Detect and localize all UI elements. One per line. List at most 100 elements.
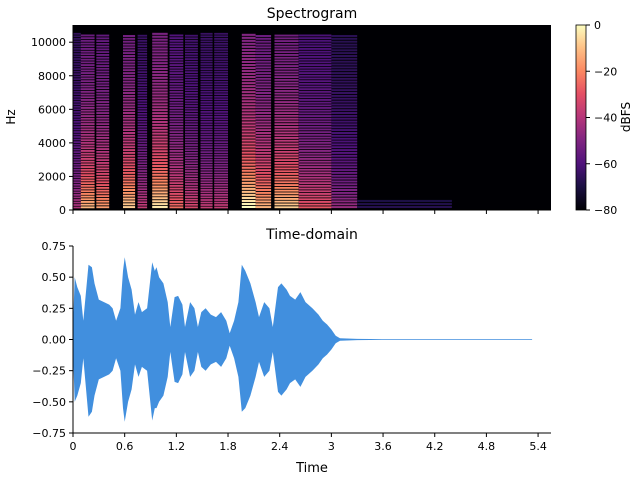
spectrogram-harmonic-3-48 [123,72,136,75]
spectrogram-harmonic-8-22 [200,153,213,156]
spectrogram-harmonic-9-4 [214,199,228,201]
spectrogram-harmonic-7-28 [185,136,198,139]
spectrogram-harmonic-2-60 [96,42,110,45]
spectrogram-harmonic-6-44 [169,90,184,93]
spectrogram-harmonic-9-43 [214,100,228,103]
spectrogram-harmonic-2-33 [96,117,110,120]
spectrogram-harmonic-7-2 [185,203,198,206]
spectrogram-harmonic-4-54 [137,68,148,71]
spectrogram-harmonic-2-13 [96,173,110,175]
spectrogram-harmonic-4-60 [137,53,148,55]
spectrogram-harmonic-12-18 [274,159,299,162]
spectrogram-harmonic-6-31 [169,125,184,128]
spectrogram-harmonic-9-51 [214,80,228,83]
spectrogram-harmonic-13-46 [298,85,332,88]
spectrogram-panel: Spectrogram Hz 0 2000 4000 6000 8000 10000 [4,6,551,217]
spectrogram-harmonic-1-31 [80,125,95,128]
spectrogram-harmonic-1-19 [80,158,95,160]
spectrogram-harmonic-11-33 [255,114,272,117]
spectrogram-harmonic-2-52 [96,65,110,67]
spectrogram-harmonic-11-60 [255,37,272,40]
spectrogram-harmonic-14-38 [331,100,358,103]
spectrogram-harmonic-6-37 [169,109,184,112]
spectrogram-harmonic-11-24 [255,140,272,143]
spectrogram-harmonic-4-30 [137,131,148,133]
spectrogram-harmonic-14-10 [331,180,358,183]
spectrogram-harmonic-6-29 [169,131,184,134]
spectrogram-harmonic-6-61 [169,45,184,48]
spectrogram-harmonic-8-60 [200,58,213,60]
spectrogram-harmonic-9-50 [214,83,228,86]
spectrogram-harmonic-9-65 [214,45,228,48]
spectrogram-harmonic-1-5 [80,195,95,198]
spectrogram-harmonic-14-45 [331,80,358,83]
spectrogram-harmonic-4-4 [137,198,148,201]
spectrogram-harmonic-8-65 [200,45,213,48]
spectrogram-harmonic-5-41 [152,88,168,91]
spectrogram-harmonic-2-42 [96,92,110,95]
spectrogram-harmonic-4-61 [137,50,148,53]
spectrogram-harmonic-4-46 [137,89,148,92]
spectrogram-harmonic-9-9 [214,186,228,189]
spectrogram-harmonic-2-63 [96,34,110,37]
spectrogram-harmonic-7-23 [185,149,198,152]
spectrogram-image [73,25,551,210]
spectrogram-harmonic-8-4 [200,199,213,201]
spectrogram-harmonic-3-40 [123,94,136,97]
spectrogram-harmonic-2-34 [96,114,110,117]
spectrogram-harmonic-3-12 [123,174,136,177]
spectrogram-harmonic-4-48 [137,84,148,86]
spectrogram-harmonic-3-49 [123,69,136,72]
spectrogram-harmonic-12-9 [274,184,299,186]
spectrogram-harmonic-0-46 [73,93,81,96]
spectrogram-harmonic-6-46 [169,85,184,88]
spectrogram-harmonic-2-15 [96,167,110,170]
spectrogram-harmonic-5-38 [152,97,168,100]
spectrogram-harmonic-13-24 [298,144,332,147]
spectrogram-harmonic-10-41 [241,85,256,88]
spectrogram-harmonic-12-43 [274,90,299,92]
spectrogram-harmonic-8-23 [200,151,213,153]
spectrogram-harmonic-2-14 [96,170,110,173]
spectrogram-harmonic-1-58 [80,53,95,56]
spectrogram-harmonic-3-1 [123,206,136,209]
spectrogram-harmonic-8-40 [200,108,213,111]
spectrogram-harmonic-14-18 [331,157,358,160]
spectrogram-harmonic-13-53 [298,66,332,69]
spectrogram-harmonic-12-61 [274,40,299,42]
spectrogram-harmonic-5-29 [152,123,168,126]
time-domain-x-tick-label-9: 5.4 [529,440,547,453]
spectrogram-harmonic-11-54 [255,55,272,57]
spectrogram-harmonic-1-8 [80,187,95,190]
spectrogram-harmonic-1-3 [80,201,95,203]
spectrogram-harmonic-4-21 [137,154,148,157]
spectrogram-harmonic-7-17 [185,164,198,167]
spectrogram-harmonic-1-6 [80,193,95,195]
spectrogram-background [73,25,551,210]
spectrogram-harmonic-13-14 [298,171,332,174]
spectrogram-harmonic-11-13 [255,171,272,174]
spectrogram-harmonic-2-39 [96,101,110,103]
spectrogram-harmonic-5-50 [152,62,168,65]
spectrogram-harmonic-11-42 [255,89,272,92]
spectrogram-harmonic-1-20 [80,155,95,158]
spectrogram-harmonic-3-57 [123,46,136,49]
spectrogram-harmonic-7-7 [185,190,198,193]
spectrogram-harmonic-7-21 [185,154,198,157]
spectrogram-harmonic-7-62 [185,47,198,50]
spectrogram-harmonic-7-13 [185,175,198,178]
spectrogram-harmonic-9-21 [214,156,228,159]
spectrogram-harmonic-6-49 [169,77,184,80]
colorbar: 0 −20 −40 −60 −80 dBFS [575,19,633,217]
spectrogram-harmonic-10-26 [241,130,256,133]
spectrogram-harmonic-5-28 [152,126,168,129]
spectrogram-harmonic-8-26 [200,143,213,146]
spectrogram-harmonic-1-18 [80,160,95,163]
spectrogram-harmonic-2-37 [96,106,110,109]
spectrogram-harmonic-8-57 [200,65,213,68]
spectrogram-harmonic-14-5 [331,194,358,197]
spectrogram-harmonic-12-4 [274,198,299,200]
spectrogram-harmonic-10-15 [241,163,256,166]
spectrogram-harmonic-8-24 [200,148,213,151]
spectrogram-harmonic-9-39 [214,111,228,113]
